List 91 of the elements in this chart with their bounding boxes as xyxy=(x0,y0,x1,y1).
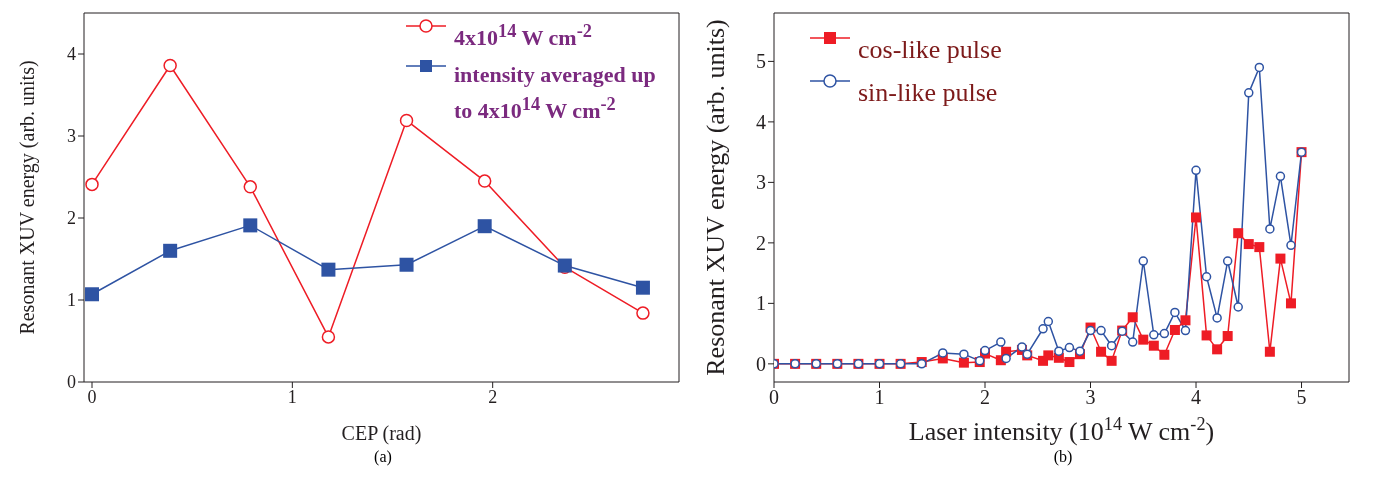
x-tick-label: 1 xyxy=(874,386,885,409)
point xyxy=(1106,340,1117,351)
point xyxy=(938,348,948,358)
point xyxy=(1106,355,1117,366)
point xyxy=(85,287,100,302)
point xyxy=(1191,165,1201,176)
x-tick-label: 2 xyxy=(488,386,498,407)
point xyxy=(1169,324,1180,335)
point xyxy=(1212,313,1222,323)
y-tick-label: 2 xyxy=(756,231,766,254)
point xyxy=(1043,350,1054,361)
y-tick-label: 0 xyxy=(67,372,76,393)
point xyxy=(1201,271,1212,282)
y-tick-label: 5 xyxy=(756,50,766,73)
point xyxy=(1043,316,1054,327)
legend-label: 4x10$^{14}$ W cm$^{-2}$ xyxy=(454,20,592,53)
y-tick-label: 1 xyxy=(756,292,766,315)
point xyxy=(1243,239,1254,250)
point xyxy=(321,262,336,277)
point xyxy=(1285,298,1296,309)
x-tick-label: 1 xyxy=(287,386,297,407)
point xyxy=(163,243,178,258)
x-tick-label: 2 xyxy=(980,386,991,409)
y-tick-label: 3 xyxy=(67,126,76,147)
point xyxy=(243,180,258,194)
point xyxy=(1254,242,1265,253)
legend-label: cos-like pulse xyxy=(858,34,1002,66)
point xyxy=(1180,325,1191,336)
text: (a) xyxy=(373,448,393,466)
text: (b) xyxy=(1052,448,1074,466)
legend-label: sin-like pulse xyxy=(858,77,998,109)
point xyxy=(1064,342,1075,353)
point xyxy=(1275,253,1286,264)
x-tick-label: 5 xyxy=(1296,386,1307,409)
y-tick-label: 0 xyxy=(756,352,766,375)
x-axis-title: CEP (rad) xyxy=(341,422,422,445)
y-tick-label: 4 xyxy=(67,44,76,65)
point xyxy=(996,337,1006,347)
point xyxy=(1244,88,1254,98)
point xyxy=(1149,330,1159,340)
point xyxy=(958,357,969,368)
point xyxy=(1222,256,1233,266)
point xyxy=(477,219,492,234)
point xyxy=(1096,325,1106,336)
point xyxy=(1265,224,1275,234)
point xyxy=(1222,331,1233,342)
point xyxy=(1159,349,1170,360)
point xyxy=(1254,62,1265,73)
point xyxy=(1212,344,1223,355)
point xyxy=(1127,337,1138,347)
point xyxy=(1286,240,1296,251)
point xyxy=(1180,315,1191,326)
y-tick-label: 3 xyxy=(756,171,766,194)
point xyxy=(1138,334,1149,345)
point xyxy=(1148,340,1159,351)
point xyxy=(1001,353,1011,364)
point xyxy=(959,349,969,359)
point xyxy=(399,113,414,128)
y-tick-label: 4 xyxy=(756,110,766,133)
x-tick-label: 3 xyxy=(1085,386,1096,409)
y-axis-title: Resonant XUV energy (arb. units) xyxy=(701,19,730,376)
y-tick-label: 2 xyxy=(67,208,76,229)
x-axis-title: Laser intensity (10$^{14}$ W cm$^{-2}$) xyxy=(908,414,1215,446)
point xyxy=(1138,256,1149,266)
point xyxy=(636,306,650,320)
point xyxy=(1275,171,1286,182)
point xyxy=(1233,302,1243,312)
point xyxy=(1096,346,1107,357)
point xyxy=(321,330,336,344)
point xyxy=(1191,212,1202,223)
point xyxy=(1054,346,1064,356)
point xyxy=(1038,324,1048,334)
point xyxy=(85,177,99,192)
point xyxy=(1064,357,1075,368)
y-tick-label: 1 xyxy=(67,290,76,311)
y-axis-title: Resonant XUV energy (arb. units) xyxy=(16,60,39,335)
point xyxy=(1201,330,1212,341)
point xyxy=(1233,228,1244,239)
point xyxy=(1127,312,1138,323)
point xyxy=(1170,307,1180,318)
point xyxy=(243,218,258,233)
point xyxy=(399,257,414,272)
point xyxy=(477,174,492,188)
point xyxy=(1075,346,1085,356)
x-tick-label: 4 xyxy=(1191,386,1202,409)
point xyxy=(163,58,177,73)
point xyxy=(635,280,650,295)
legend-label: intensity averaged up to 4x10$^{14}$ W cm$^{-2}$ xyxy=(454,61,657,126)
x-tick-label: 0 xyxy=(87,386,97,407)
point xyxy=(1159,328,1170,339)
point xyxy=(1264,346,1275,357)
